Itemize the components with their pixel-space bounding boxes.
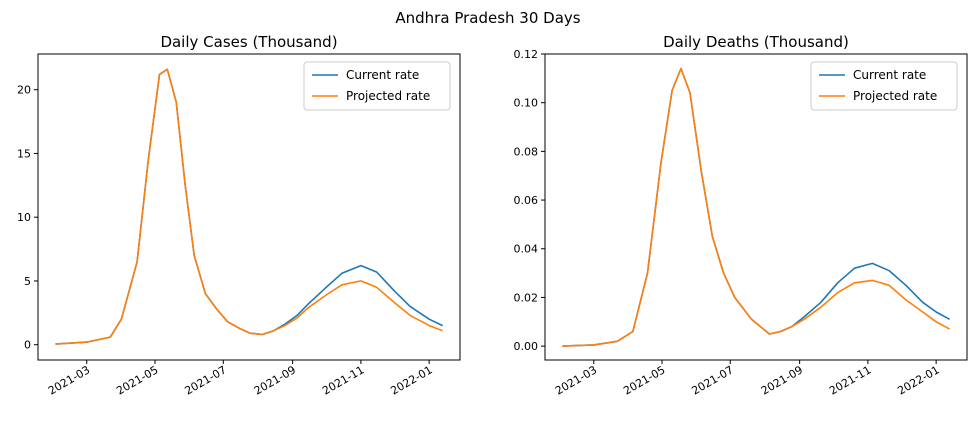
chart-title: Daily Cases (Thousand) bbox=[160, 33, 337, 51]
x-tick-label: 2022-01 bbox=[895, 363, 941, 397]
series-line-projected-rate bbox=[55, 68, 443, 345]
x-tick-label: 2021-05 bbox=[621, 363, 667, 397]
x-tick-label: 2021-03 bbox=[46, 363, 92, 397]
x-tick-label: 2021-11 bbox=[320, 363, 366, 397]
cases-chart: Daily Cases (Thousand) 0 5 10 15 20 2021-03 202… bbox=[17, 33, 461, 398]
legend-box bbox=[810, 61, 958, 111]
legend-label-projected-rate: Projected rate bbox=[346, 89, 430, 103]
deaths-chart: Daily Deaths (Thousand) 0.00 0.02 0.04 0.06 0… bbox=[514, 33, 968, 398]
x-tick-label: 2021-03 bbox=[553, 363, 599, 397]
y-tick-label: 0.08 bbox=[514, 145, 539, 158]
y-tick-label: 0.10 bbox=[514, 97, 539, 110]
legend-label-projected-rate: Projected rate bbox=[853, 89, 937, 103]
x-tick-label: 2021-11 bbox=[827, 363, 873, 397]
legend-label-current-rate: Current rate bbox=[853, 68, 926, 82]
x-tick-label: 2021-05 bbox=[114, 363, 160, 397]
y-tick-label: 20 bbox=[17, 84, 31, 97]
y-tick-label: 5 bbox=[24, 275, 31, 288]
plot-frame bbox=[544, 53, 968, 361]
plot-frame bbox=[37, 53, 461, 361]
y-tick-label: 0.04 bbox=[514, 243, 539, 256]
y-tick-label: 0.12 bbox=[514, 48, 539, 61]
series-line-current-rate bbox=[55, 68, 443, 345]
x-tick-label: 2021-07 bbox=[689, 363, 735, 397]
y-tick-label: 0.02 bbox=[514, 291, 539, 304]
series-line-projected-rate bbox=[562, 67, 950, 347]
x-tick-label: 2021-09 bbox=[759, 363, 805, 397]
y-tick-label: 15 bbox=[17, 147, 31, 160]
figure-suptitle: Andhra Pradesh 30 Days bbox=[395, 9, 580, 27]
x-tick-label: 2022-01 bbox=[388, 363, 434, 397]
y-tick-label: 0.00 bbox=[514, 340, 539, 353]
y-tick-label: 10 bbox=[17, 211, 31, 224]
legend-box bbox=[303, 61, 451, 111]
legend-label-current-rate: Current rate bbox=[346, 68, 419, 82]
y-tick-label: 0 bbox=[24, 339, 31, 352]
x-tick-label: 2021-09 bbox=[252, 363, 298, 397]
chart-title: Daily Deaths (Thousand) bbox=[663, 33, 849, 51]
y-tick-label: 0.06 bbox=[514, 194, 539, 207]
x-tick-label: 2021-07 bbox=[182, 363, 228, 397]
